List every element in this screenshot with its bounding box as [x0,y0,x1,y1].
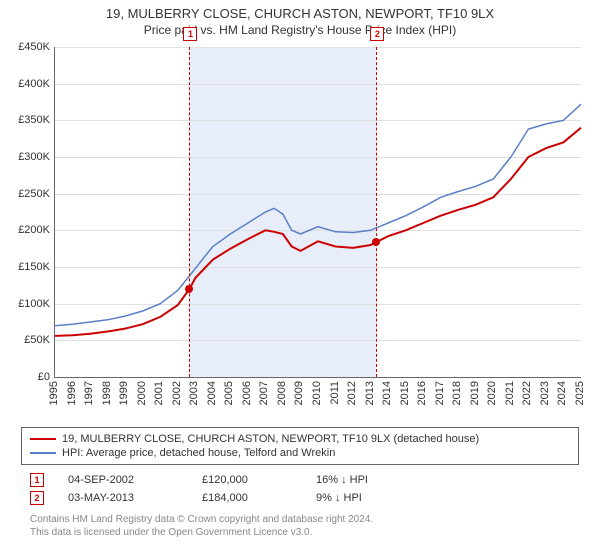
x-axis-tick: 2023 [539,381,551,405]
x-axis-tick: 2016 [416,381,428,405]
x-axis-tick: 2010 [311,381,323,405]
footer-licence: This data is licensed under the Open Gov… [30,526,570,539]
x-axis-tick: 2006 [241,381,253,405]
x-axis-tick: 1997 [83,381,95,405]
y-axis-tick: £250K [10,188,50,200]
x-axis-tick: 2024 [556,381,568,405]
y-axis-tick: £100K [10,298,50,310]
title-sub: Price paid vs. HM Land Registry's House … [0,23,600,37]
sale-events: 1 04-SEP-2002 £120,000 16% ↓ HPI 2 03-MA… [30,471,570,507]
x-axis-tick: 2003 [188,381,200,405]
x-axis-tick: 2011 [329,381,341,405]
x-axis-tick: 2014 [381,381,393,405]
x-axis-tick: 2018 [451,381,463,405]
y-axis-tick: £50K [10,334,50,346]
legend: 19, MULBERRY CLOSE, CHURCH ASTON, NEWPOR… [21,427,579,465]
sale-delta: 16% ↓ HPI [316,474,368,486]
sale-date: 03-MAY-2013 [68,492,178,504]
series-hpi [55,104,581,326]
x-axis-tick: 2012 [346,381,358,405]
sale-point-2 [372,238,380,246]
y-axis-tick: £350K [10,114,50,126]
x-axis-tick: 2013 [364,381,376,405]
x-axis-tick: 2015 [399,381,411,405]
price-chart: £0 £50K £100K £150K £200K £250K £300K £350K £400… [10,41,590,421]
legend-label-hpi: HPI: Average price, detached house, Telf… [62,447,335,459]
x-axis-tick: 2005 [223,381,235,405]
sale-date: 04-SEP-2002 [68,474,178,486]
y-axis-tick: £450K [10,41,50,53]
x-axis-tick: 2001 [153,381,165,405]
title-address: 19, MULBERRY CLOSE, CHURCH ASTON, NEWPOR… [0,6,600,21]
x-axis-tick: 2020 [486,381,498,405]
sale-flag-2: 2 [370,27,384,41]
x-axis-tick: 2025 [574,381,586,405]
series-property [55,128,581,336]
footer-copyright: Contains HM Land Registry data © Crown c… [30,513,570,526]
legend-swatch-hpi [30,452,56,454]
sale-price: £184,000 [202,492,292,504]
x-axis-tick: 2007 [258,381,270,405]
x-axis-tick: 1999 [118,381,130,405]
x-axis-tick: 1995 [48,381,60,405]
y-axis-tick: £150K [10,261,50,273]
y-axis-tick: £300K [10,151,50,163]
legend-label-property: 19, MULBERRY CLOSE, CHURCH ASTON, NEWPOR… [62,433,479,445]
x-axis-tick: 2004 [206,381,218,405]
sale-flag-1: 1 [183,27,197,41]
footer: Contains HM Land Registry data © Crown c… [30,513,570,539]
x-axis-tick: 1998 [101,381,113,405]
x-axis-tick: 1996 [66,381,78,405]
x-axis-tick: 2002 [171,381,183,405]
x-axis-tick: 2019 [469,381,481,405]
x-axis-tick: 2009 [293,381,305,405]
y-axis-tick: £0 [10,371,50,383]
x-axis-tick: 2022 [521,381,533,405]
x-axis-tick: 2021 [504,381,516,405]
x-axis-tick: 2017 [434,381,446,405]
sale-price: £120,000 [202,474,292,486]
x-axis-tick: 2008 [276,381,288,405]
sale-row: 2 03-MAY-2013 £184,000 9% ↓ HPI [30,489,570,507]
x-axis-tick: 2000 [136,381,148,405]
sale-row: 1 04-SEP-2002 £120,000 16% ↓ HPI [30,471,570,489]
sale-delta: 9% ↓ HPI [316,492,362,504]
y-axis-tick: £400K [10,78,50,90]
sale-point-1 [185,285,193,293]
sale-marker-1: 1 [30,473,44,487]
legend-swatch-property [30,438,56,440]
sale-marker-2: 2 [30,491,44,505]
y-axis-tick: £200K [10,224,50,236]
